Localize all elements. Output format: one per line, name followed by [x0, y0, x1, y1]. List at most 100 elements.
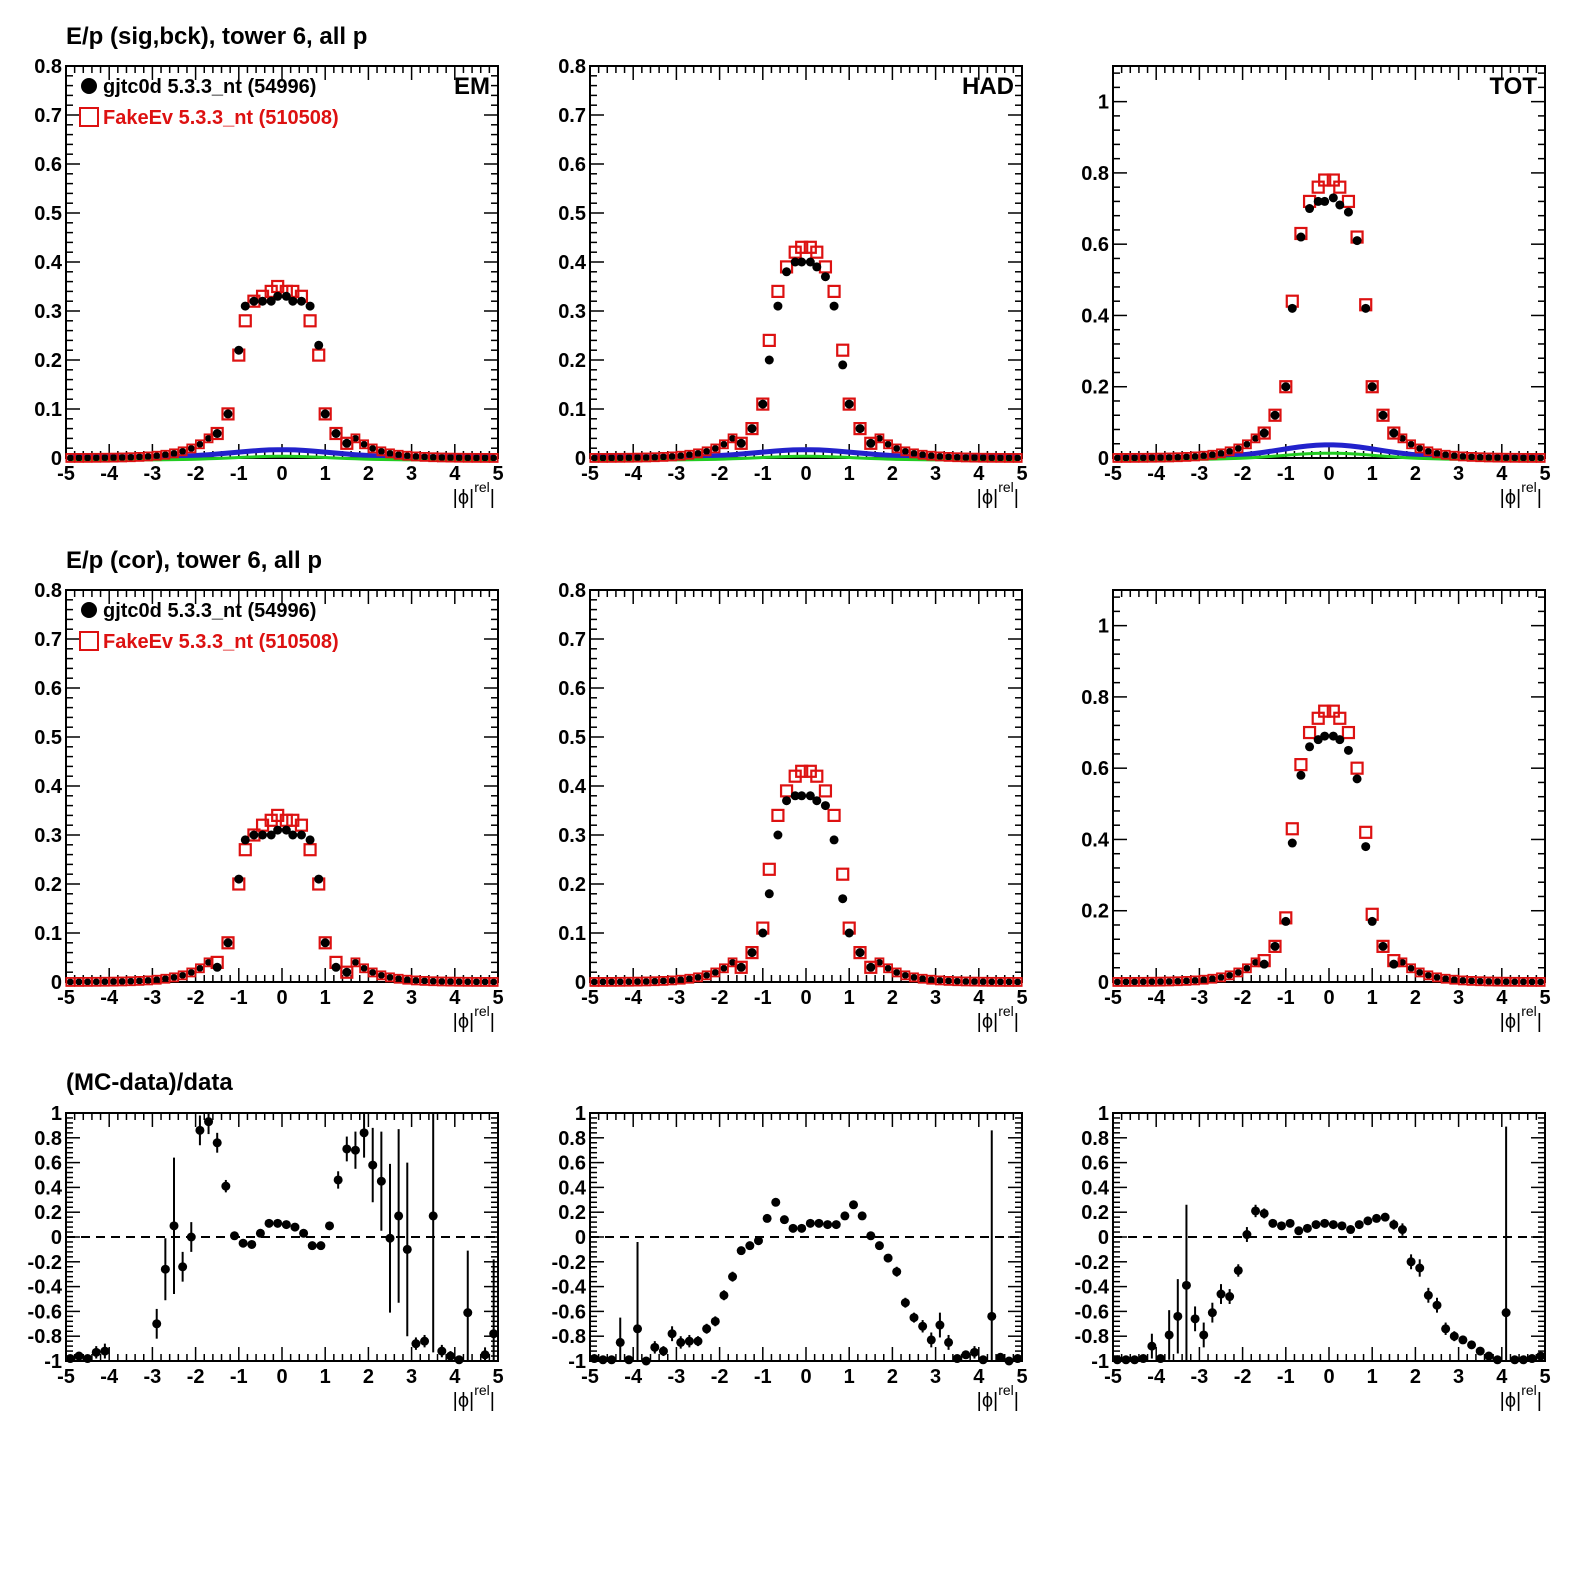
mc-marker — [745, 422, 759, 436]
ratio-point — [849, 1200, 859, 1210]
tail-point — [1442, 451, 1450, 459]
tail-point — [1468, 453, 1476, 461]
tail-point — [360, 440, 368, 448]
tail-point — [685, 451, 693, 459]
ratio-point — [1354, 1220, 1364, 1230]
ratio-point — [641, 1356, 651, 1366]
data-marker — [829, 301, 839, 311]
y-tick-label: 0 — [575, 1227, 586, 1249]
x-tick-label: 0 — [276, 1366, 287, 1388]
tail-point — [1131, 978, 1139, 986]
tail-point — [703, 971, 711, 979]
mc-marker — [1359, 825, 1373, 839]
tail-point — [901, 447, 909, 455]
ratio-point — [900, 1298, 910, 1308]
tail-point — [668, 452, 676, 460]
data-marker — [1352, 236, 1362, 246]
tail-point — [616, 978, 624, 986]
data-marker — [844, 399, 854, 409]
ratio-point — [935, 1320, 945, 1330]
tail-point — [395, 975, 403, 983]
x-axis-label-sup: rel — [998, 1003, 1014, 1019]
panel-label: EM — [454, 73, 490, 100]
y-tick-label: 0 — [1098, 1227, 1109, 1249]
x-tick-label: 5 — [1539, 987, 1550, 1009]
y-tick-label: 0.3 — [558, 825, 586, 847]
data-marker — [838, 894, 848, 904]
x-axis-label-bar: | — [490, 1011, 495, 1033]
tail-point — [910, 973, 918, 981]
mc-marker — [762, 333, 776, 347]
x-tick-label: -2 — [187, 463, 205, 485]
y-tick-label: 0.3 — [558, 301, 586, 323]
mc-marker — [318, 407, 332, 421]
data-marker — [305, 835, 315, 845]
y-tick-label: 0 — [575, 972, 586, 994]
data-marker — [747, 424, 757, 434]
x-axis-label-sup: rel — [474, 479, 490, 495]
x-tick-label: -4 — [100, 1366, 119, 1388]
tail-point — [144, 976, 152, 984]
tail-point — [677, 452, 685, 460]
ratio-point — [264, 1218, 274, 1228]
x-tick-label: -1 — [1277, 987, 1295, 1009]
mc-marker — [864, 436, 878, 450]
x-tick-label: 2 — [1410, 987, 1421, 1009]
data-marker — [342, 438, 352, 448]
tail-point — [196, 964, 204, 972]
ratio-point — [866, 1231, 876, 1241]
panel-6: -5 -4 -3 -2 -1 0 1 2 3 4 5|ϕ|rel|00.20.40.60.81 — [1081, 589, 1551, 1033]
ratio-point — [411, 1339, 421, 1349]
tail-point — [685, 975, 693, 983]
tail-point — [369, 444, 377, 452]
x-tick-label: -1 — [1277, 1366, 1295, 1388]
x-tick-label: 2 — [887, 1366, 898, 1388]
tail-point — [996, 454, 1004, 462]
data-marker — [782, 796, 792, 806]
data-marker — [320, 938, 330, 948]
tail-point — [1217, 449, 1225, 457]
ratio-point — [909, 1313, 919, 1323]
x-tick-label: 3 — [930, 987, 941, 1009]
tail-point — [927, 452, 935, 460]
x-tick-label: -5 — [581, 463, 599, 485]
data-marker — [258, 296, 268, 306]
x-tick-label: 0 — [276, 463, 287, 485]
x-tick-label: -3 — [668, 463, 686, 485]
mc-marker — [303, 314, 317, 328]
y-tick-label: 0.8 — [558, 580, 586, 602]
y-tick-label: -0.8 — [28, 1326, 62, 1348]
ratio-point — [402, 1244, 412, 1254]
tail-point — [446, 978, 454, 986]
ratio-point — [229, 1231, 239, 1241]
mc-marker — [1333, 711, 1347, 725]
data-marker — [1343, 207, 1353, 217]
mc-marker — [827, 808, 841, 823]
legend-marker-mc — [79, 631, 99, 651]
legend: gjtc0d 5.3.3_nt (54996) FakeEv 5.3.3_nt (… — [79, 76, 339, 129]
data-marker — [829, 835, 839, 845]
ratio-point — [480, 1350, 490, 1360]
tail-square — [1242, 439, 1252, 450]
x-tick-label: 4 — [973, 987, 985, 1009]
data-marker — [258, 830, 268, 840]
ratio-point — [437, 1346, 447, 1356]
ratio-point — [952, 1354, 962, 1364]
data-marker — [1343, 745, 1353, 755]
y-tick-label: 0.5 — [558, 203, 586, 225]
data-marker — [764, 889, 774, 899]
data-marker — [838, 360, 848, 370]
tail-point — [92, 978, 100, 986]
tail-point — [1139, 454, 1147, 462]
ratio-point — [1432, 1300, 1442, 1310]
tail-point — [1519, 454, 1527, 462]
tail-point — [910, 449, 918, 457]
data-marker — [223, 938, 233, 948]
y-tick-label: 1 — [1098, 92, 1109, 114]
ratio-point — [1510, 1355, 1520, 1365]
tail-point — [1200, 976, 1208, 984]
mc-marker — [238, 314, 252, 328]
data-marker — [1367, 916, 1377, 926]
tail-point — [1416, 968, 1424, 976]
x-tick-label: 3 — [406, 463, 417, 485]
